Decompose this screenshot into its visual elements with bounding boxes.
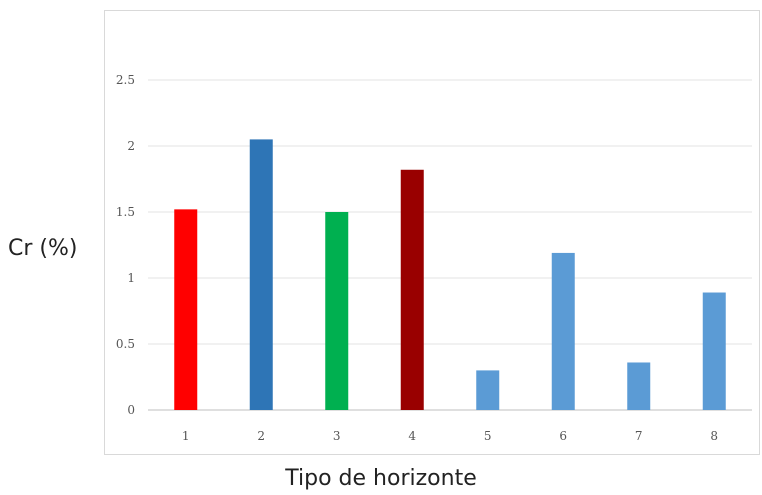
x-tick-label: 2 [257, 429, 265, 443]
y-tick-label: 1 [127, 271, 135, 285]
x-tick-label: 1 [182, 429, 190, 443]
x-axis-title: Tipo de horizonte [285, 466, 477, 491]
bar-1 [174, 209, 198, 410]
y-tick-label: 2 [127, 139, 135, 153]
bar-5 [476, 370, 500, 410]
y-tick-labels: 0 0.5 1 1.5 2 2.5 [116, 73, 135, 417]
y-tick-label: 1.5 [116, 205, 135, 219]
bar-8 [702, 292, 726, 410]
x-tick-labels: 1 2 3 4 5 6 7 8 [182, 429, 718, 443]
y-axis-title: Cr (%) [8, 236, 78, 261]
bar-6 [551, 252, 575, 410]
y-tick-label: 2.5 [116, 73, 135, 87]
bar-4 [400, 169, 424, 410]
gridlines [148, 79, 752, 411]
chart-area [104, 10, 760, 455]
x-tick-label: 4 [408, 429, 416, 443]
bar-7 [627, 362, 651, 410]
x-tick-label: 3 [333, 429, 341, 443]
x-tick-label: 8 [710, 429, 718, 443]
bar-3 [325, 212, 349, 410]
x-tick-label: 7 [635, 429, 643, 443]
bar-2 [249, 139, 273, 410]
x-tick-label: 6 [559, 429, 567, 443]
y-tick-label: 0.5 [116, 337, 135, 351]
y-tick-label: 0 [127, 403, 135, 417]
x-tick-label: 5 [484, 429, 492, 443]
bars [174, 139, 726, 410]
